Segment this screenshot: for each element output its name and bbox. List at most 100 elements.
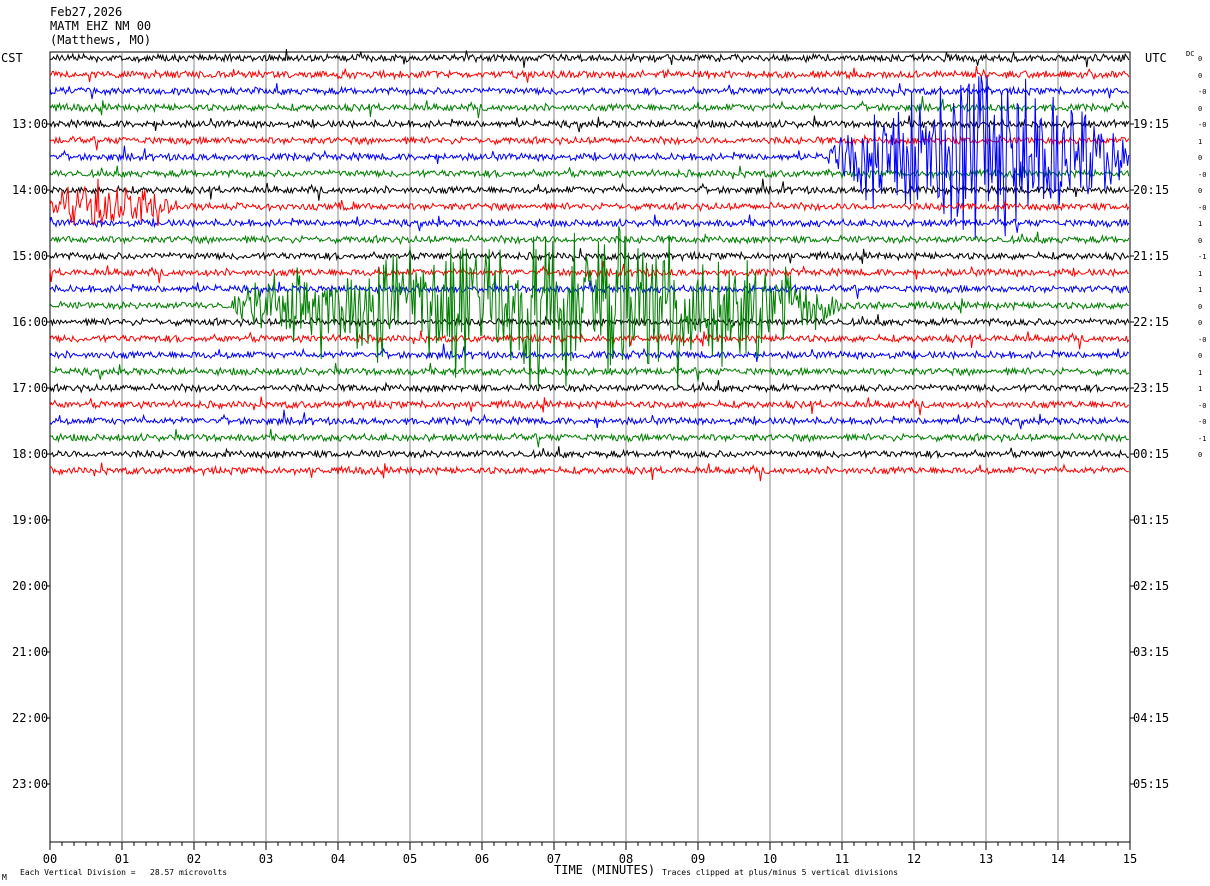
seismic-trace: [49, 314, 1130, 328]
left-hour-label: 17:00: [12, 381, 49, 395]
x-tick-label: 12: [906, 852, 922, 866]
dc-offset-value: -0: [1198, 121, 1207, 129]
x-tick-label: 04: [330, 852, 346, 866]
dc-offset-value: -0: [1198, 203, 1207, 212]
dc-offset-value: 1: [1198, 220, 1203, 228]
dc-offset-value: 0: [1198, 236, 1203, 245]
seismic-trace: [49, 280, 1130, 299]
dc-offset-value: 1: [1198, 286, 1203, 294]
seismic-trace: [49, 231, 1130, 246]
dc-offset-value: -0: [1198, 335, 1207, 344]
dc-offset-value: 1: [1198, 368, 1203, 377]
dc-offset-value: 0: [1198, 319, 1203, 327]
x-tick-label: 02: [186, 852, 202, 866]
dc-offset-value: 0: [1198, 187, 1203, 195]
header-date: Feb27,2026: [50, 5, 123, 19]
right-hour-label: 01:15: [1133, 513, 1170, 527]
x-tick-label: 15: [1122, 852, 1138, 866]
x-tick-label: 10: [762, 852, 778, 866]
dc-offset-value: 0: [1198, 451, 1203, 459]
left-hour-label: 16:00: [12, 315, 49, 329]
dc-column-label: DC: [1186, 50, 1195, 58]
header-station: MATM EHZ NM 00: [50, 19, 152, 33]
seismic-trace: [49, 362, 1130, 382]
right-hour-label: 21:15: [1133, 249, 1170, 263]
right-hour-label: 00:15: [1133, 447, 1170, 461]
left-hour-label: 13:00: [12, 117, 49, 131]
seismic-trace: [49, 462, 1129, 482]
left-hour-label: 19:00: [12, 513, 49, 527]
x-tick-label: 03: [258, 852, 274, 866]
dc-offset-value: -0: [1198, 401, 1207, 410]
dc-offset-value: 0: [1198, 104, 1203, 113]
footer-corner-mark: M: [2, 873, 7, 882]
dc-offset-value: 0: [1198, 154, 1203, 162]
x-tick-label: 06: [474, 852, 490, 866]
x-tick-label: 00: [42, 852, 58, 866]
seismic-trace: [49, 165, 1130, 182]
dc-offset-value: 1: [1198, 137, 1203, 146]
right-timezone-label: UTC: [1145, 51, 1167, 65]
left-hour-label: 20:00: [12, 579, 49, 593]
x-tick-label: 05: [402, 852, 418, 866]
dc-offset-value: 0: [1198, 55, 1203, 63]
left-hour-label: 14:00: [12, 183, 49, 197]
seismic-trace: [49, 76, 1130, 238]
seismic-trace: [49, 83, 1129, 100]
dc-offset-value: 1: [1198, 385, 1203, 393]
x-tick-label: 09: [690, 852, 706, 866]
right-hour-label: 05:15: [1133, 777, 1170, 791]
seismic-trace: [49, 115, 1130, 133]
seismic-trace: [49, 49, 1130, 68]
right-hour-label: 23:15: [1133, 381, 1170, 395]
dc-offset-value: 0: [1198, 352, 1203, 360]
x-tick-label: 07: [546, 852, 562, 866]
seismic-trace: [49, 409, 1130, 430]
right-hour-label: 19:15: [1133, 117, 1170, 131]
dc-offset-value: -1: [1198, 253, 1207, 261]
x-tick-label: 11: [834, 852, 850, 866]
seismic-trace: [49, 343, 1130, 362]
left-hour-label: 23:00: [12, 777, 49, 791]
right-hour-label: 03:15: [1133, 645, 1170, 659]
plot-frame: [49, 51, 1131, 843]
footer-clip-note: Traces clipped at plus/minus 5 vertical …: [662, 868, 899, 877]
dc-offset-value: 1: [1198, 269, 1203, 278]
seismic-trace: [49, 133, 1130, 151]
seismic-trace: [49, 428, 1130, 448]
right-hour-label: 02:15: [1133, 579, 1170, 593]
dc-offset-value: -0: [1198, 88, 1207, 96]
left-hour-label: 15:00: [12, 249, 49, 263]
seismic-trace: [49, 330, 1130, 350]
seismic-trace: [49, 178, 1130, 226]
seismic-trace: [49, 96, 1130, 119]
x-tick-label: 01: [114, 852, 130, 866]
seismic-trace: [49, 446, 1130, 460]
seismic-trace: [49, 66, 1130, 83]
seismic-trace: [49, 380, 1129, 394]
right-hour-label: 04:15: [1133, 711, 1170, 725]
x-tick-label: 13: [978, 852, 994, 866]
seismic-trace: [49, 226, 1129, 387]
left-hour-label: 22:00: [12, 711, 49, 725]
left-hour-label: 18:00: [12, 447, 49, 461]
seismic-trace: [49, 248, 1130, 264]
dc-offset-value: -0: [1198, 418, 1207, 426]
seismic-trace: [49, 396, 1130, 416]
footer-scale: Each Vertical Division = 28.57 microvolt…: [20, 868, 228, 877]
header-location: (Matthews, MO): [50, 33, 152, 47]
seismic-trace: [49, 178, 1130, 201]
dc-offset-value: 0: [1198, 71, 1203, 80]
right-hour-label: 20:15: [1133, 183, 1170, 197]
x-tick-label: 08: [618, 852, 634, 866]
left-hour-label: 21:00: [12, 645, 49, 659]
x-tick-label: 14: [1050, 852, 1066, 866]
dc-offset-value: -0: [1198, 170, 1207, 179]
dc-offset-value: -1: [1198, 434, 1207, 443]
seismic-trace: [49, 214, 1130, 233]
dc-offset-value: 0: [1198, 302, 1203, 311]
x-axis-title: TIME (MINUTES): [554, 863, 656, 877]
right-hour-label: 22:15: [1133, 315, 1170, 329]
left-timezone-label: CST: [1, 51, 23, 65]
